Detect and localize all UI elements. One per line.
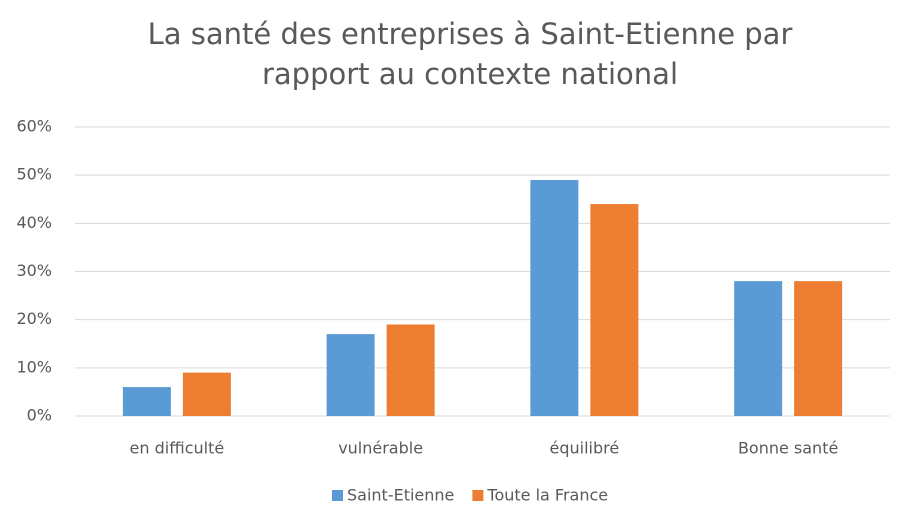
legend-swatch bbox=[332, 490, 343, 501]
bar bbox=[734, 281, 783, 416]
chart-title: La santé des entreprises à Saint-Etienne… bbox=[148, 17, 793, 51]
y-tick-label: 40% bbox=[16, 213, 52, 232]
bar bbox=[326, 334, 375, 416]
y-tick-label: 10% bbox=[16, 357, 52, 376]
x-tick-label: en difficulté bbox=[130, 439, 225, 458]
x-tick-label: Bonne santé bbox=[738, 439, 838, 458]
y-tick-label: 0% bbox=[27, 406, 52, 425]
bar bbox=[794, 281, 843, 416]
x-tick-label: vulnérable bbox=[338, 439, 423, 458]
legend-label: Toute la France bbox=[486, 486, 608, 505]
y-tick-label: 50% bbox=[16, 165, 52, 184]
bar bbox=[122, 387, 171, 416]
bar bbox=[590, 204, 639, 416]
y-tick-label: 20% bbox=[16, 309, 52, 328]
y-tick-label: 60% bbox=[16, 117, 52, 136]
legend-swatch bbox=[472, 490, 484, 501]
y-tick-label: 30% bbox=[16, 261, 52, 280]
bar bbox=[182, 372, 231, 416]
bar bbox=[530, 179, 579, 416]
x-tick-label: équilibré bbox=[550, 439, 620, 458]
chart-title: rapport au contexte national bbox=[262, 57, 678, 91]
legend-label: Saint-Etienne bbox=[347, 486, 454, 505]
bar bbox=[386, 324, 435, 416]
